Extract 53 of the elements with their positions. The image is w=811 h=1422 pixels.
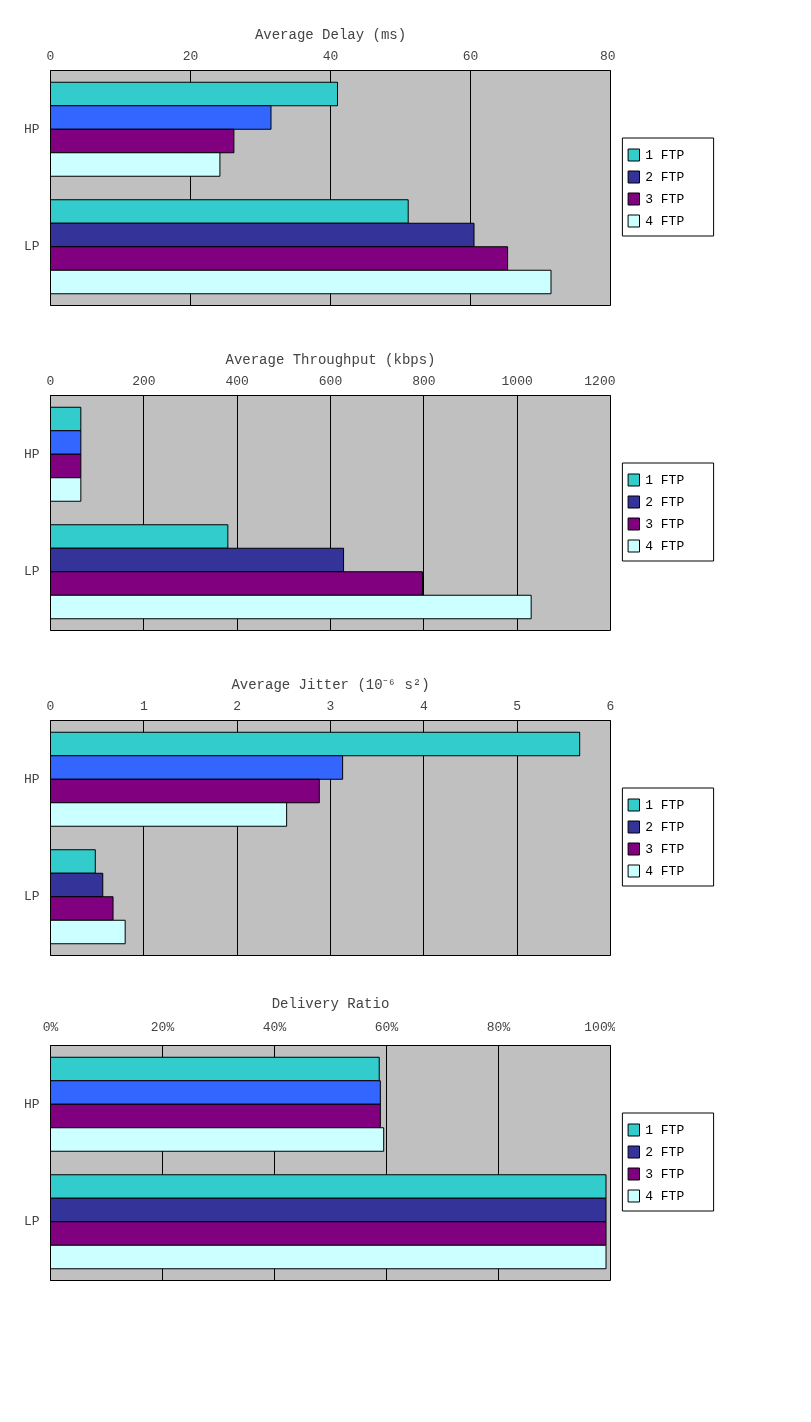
y-tick-label: HP <box>23 1096 40 1112</box>
legend-label: 1 FTP <box>645 147 685 163</box>
chart-title: Delivery Ratio <box>271 995 390 1012</box>
x-tick-label: 2 <box>233 698 242 714</box>
x-tick-label: 0 <box>46 698 55 714</box>
y-tick-label: LP <box>23 564 40 580</box>
x-tick-label: 0% <box>42 1019 59 1035</box>
x-tick-label: 80% <box>486 1019 511 1035</box>
chart-title: Average Throughput (kbps) <box>225 351 436 368</box>
x-tick-label: 60 <box>462 48 479 64</box>
legend-label: 1 FTP <box>645 797 685 813</box>
legend-label: 3 FTP <box>645 516 685 532</box>
y-tick-label: HP <box>23 121 40 137</box>
x-tick-label: 0 <box>46 373 55 389</box>
x-tick-label: 80 <box>599 48 616 64</box>
x-tick-label: 1200 <box>584 373 616 389</box>
legend-label: 2 FTP <box>645 1144 685 1160</box>
legend-label: 3 FTP <box>645 191 685 207</box>
y-tick-label: LP <box>23 239 40 255</box>
legend-label: 4 FTP <box>645 863 685 879</box>
x-tick-label: 0 <box>46 48 55 64</box>
x-tick-label: 1000 <box>501 373 533 389</box>
legend-label: 2 FTP <box>645 494 685 510</box>
x-tick-label: 1 <box>139 698 148 714</box>
y-tick-label: LP <box>23 1214 40 1230</box>
x-tick-label: 6 <box>606 698 615 714</box>
x-tick-label: 20% <box>150 1019 175 1035</box>
y-tick-label: HP <box>23 771 40 787</box>
x-tick-label: 100% <box>584 1019 616 1035</box>
legend-label: 1 FTP <box>645 472 685 488</box>
x-tick-label: 40 <box>322 48 339 64</box>
x-tick-label: 60% <box>374 1019 399 1035</box>
x-tick-label: 20 <box>182 48 199 64</box>
x-tick-label: 3 <box>326 698 335 714</box>
y-tick-label: LP <box>23 889 40 905</box>
legend-label: 1 FTP <box>645 1122 685 1138</box>
legend-label: 3 FTP <box>645 841 685 857</box>
legend-label: 4 FTP <box>645 538 685 554</box>
x-tick-label: 40% <box>262 1019 287 1035</box>
legend-label: 4 FTP <box>645 1188 685 1204</box>
legend-label: 2 FTP <box>645 169 685 185</box>
chart-title: Average Jitter (10⁻⁶ s²) <box>231 676 430 693</box>
x-tick-label: 5 <box>513 698 522 714</box>
x-tick-label: 4 <box>419 698 428 714</box>
x-tick-label: 600 <box>318 373 343 389</box>
chart-title: Average Delay (ms) <box>254 26 407 43</box>
x-tick-label: 400 <box>225 373 249 389</box>
legend-label: 4 FTP <box>645 213 685 229</box>
x-tick-label: 200 <box>132 373 156 389</box>
legend-label: 3 FTP <box>645 1166 685 1182</box>
legend-label: 2 FTP <box>645 819 685 835</box>
x-tick-label: 800 <box>412 373 436 389</box>
y-tick-label: HP <box>23 446 40 462</box>
